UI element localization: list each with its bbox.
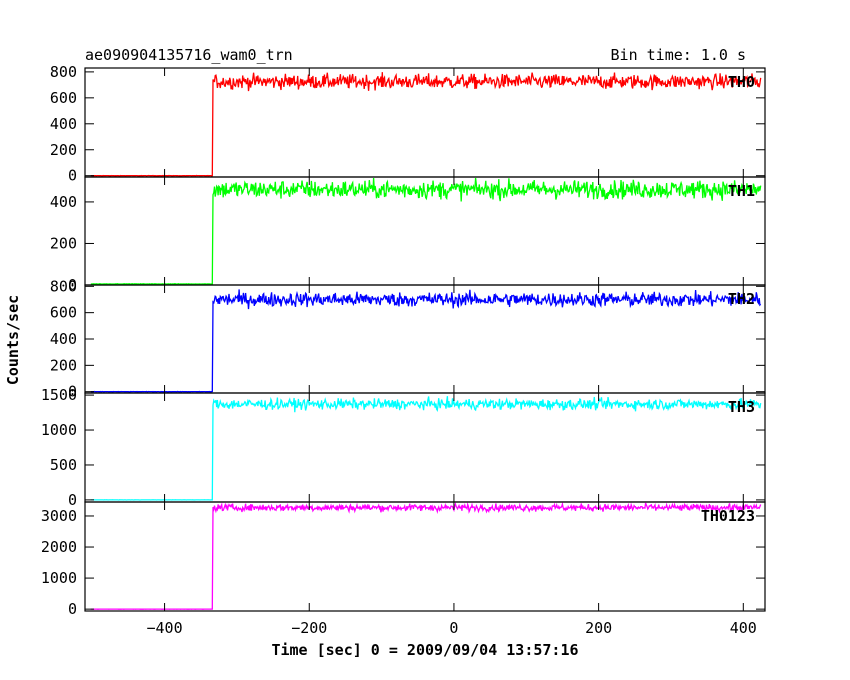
light-curve-th3 bbox=[90, 396, 762, 501]
y-tick-label: 1000 bbox=[41, 569, 77, 587]
panel-th0123 bbox=[84, 501, 766, 612]
y-tick-label: 0 bbox=[68, 600, 77, 618]
light-curve-th0 bbox=[90, 72, 762, 177]
panel-th0 bbox=[84, 67, 766, 178]
x-tick-label: −400 bbox=[147, 619, 183, 637]
chart-title: ae090904135716_wam0_trn bbox=[85, 46, 293, 64]
y-tick-label: 600 bbox=[50, 304, 77, 322]
panel-frame bbox=[84, 501, 766, 612]
y-tick-label: 800 bbox=[50, 63, 77, 81]
y-axis-label: Counts/sec bbox=[4, 295, 22, 385]
series-name-th0: TH0 bbox=[728, 73, 755, 91]
series-name-th1: TH1 bbox=[728, 182, 755, 200]
light-curve-th0123 bbox=[90, 501, 762, 610]
y-tick-label: 500 bbox=[50, 456, 77, 474]
x-tick-label: 400 bbox=[730, 619, 757, 637]
y-tick-label: 600 bbox=[50, 89, 77, 107]
y-tick-label: 0 bbox=[68, 491, 77, 509]
x-tick-label: −200 bbox=[291, 619, 327, 637]
light-curve-th2 bbox=[90, 289, 762, 393]
series-name-th2: TH2 bbox=[728, 290, 755, 308]
y-tick-label: 2000 bbox=[41, 538, 77, 556]
y-tick-label: 1500 bbox=[41, 386, 77, 404]
panel-frame bbox=[84, 392, 766, 503]
y-tick-label: 1000 bbox=[41, 421, 77, 439]
y-tick-label: 400 bbox=[50, 115, 77, 133]
y-tick-label: 3000 bbox=[41, 507, 77, 525]
y-tick-label: 200 bbox=[50, 234, 77, 252]
y-tick-label: 0 bbox=[68, 383, 77, 401]
y-tick-label: 0 bbox=[68, 167, 77, 185]
x-tick-label: 0 bbox=[449, 619, 458, 637]
bin-time-label: Bin time: 1.0 s bbox=[611, 46, 746, 64]
y-tick-label: 400 bbox=[50, 193, 77, 211]
series-name-th0123: TH0123 bbox=[701, 507, 755, 525]
panel-th3 bbox=[84, 392, 766, 503]
y-tick-label: 400 bbox=[50, 330, 77, 348]
y-tick-label: 0 bbox=[68, 276, 77, 294]
y-tick-label: 200 bbox=[50, 356, 77, 374]
x-tick-label: 200 bbox=[585, 619, 612, 637]
panel-th1 bbox=[84, 176, 766, 286]
x-axis-label: Time [sec] 0 = 2009/09/04 13:57:16 bbox=[271, 641, 578, 659]
y-tick-label: 200 bbox=[50, 141, 77, 159]
panel-th2 bbox=[84, 284, 766, 394]
series-name-th3: TH3 bbox=[728, 398, 755, 416]
y-tick-label: 800 bbox=[50, 277, 77, 295]
light-curve-th1 bbox=[90, 177, 762, 285]
